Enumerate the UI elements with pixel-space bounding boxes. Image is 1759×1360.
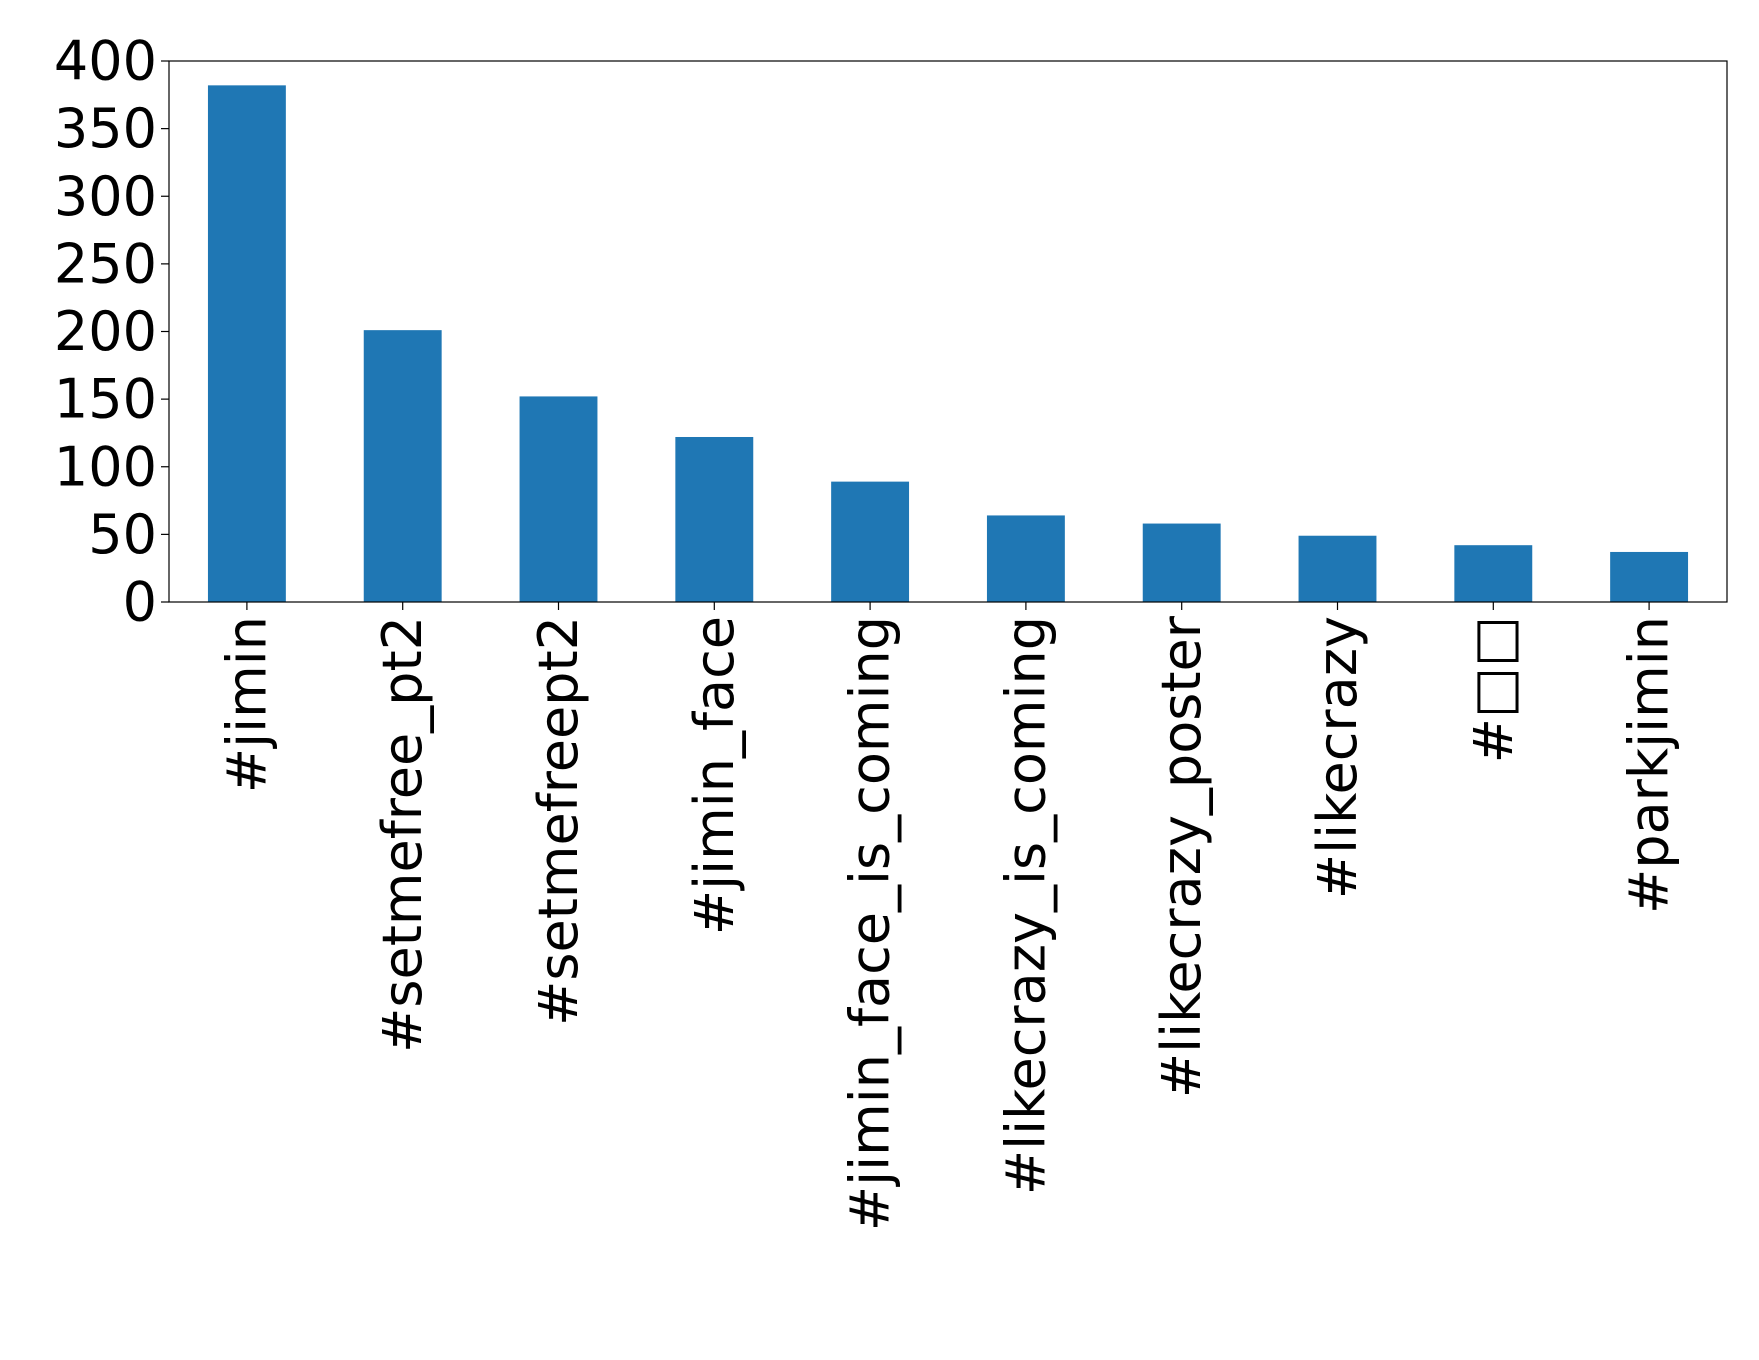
y-tick-label: 250 xyxy=(54,232,157,295)
x-tick-label: #parkjimin xyxy=(1618,616,1681,914)
bar xyxy=(1610,551,1689,602)
bar xyxy=(1298,535,1377,602)
bar xyxy=(1142,523,1221,602)
x-tick-label: #likecrazy xyxy=(1306,616,1369,899)
x-tick-label: #likecrazy_is_coming xyxy=(994,616,1057,1195)
y-tick-label: 400 xyxy=(54,30,157,93)
y-tick-label: 200 xyxy=(54,300,157,363)
x-tick-label: #setmefreept2 xyxy=(527,616,590,1026)
bar xyxy=(519,396,598,602)
x-tick-label: #□□ xyxy=(1462,616,1525,763)
bar xyxy=(1454,545,1533,602)
y-tick-label: 50 xyxy=(88,503,157,566)
plot-frame xyxy=(168,60,1728,603)
y-tick-label: 100 xyxy=(54,435,157,498)
bar xyxy=(207,85,286,603)
bar xyxy=(986,515,1065,602)
x-tick-label: #jimin_face xyxy=(683,616,746,935)
bar xyxy=(675,436,754,602)
y-tick-label: 0 xyxy=(123,571,157,634)
x-tick-label: #jimin xyxy=(215,616,278,793)
x-tick-label: #likecrazy_poster xyxy=(1150,615,1213,1098)
y-tick-label: 350 xyxy=(54,97,157,160)
y-tick-label: 300 xyxy=(54,165,157,228)
x-tick-label: #setmefree_pt2 xyxy=(371,616,434,1053)
x-tick-label: #jimin_face_is_coming xyxy=(839,616,902,1231)
y-tick-label: 150 xyxy=(54,368,157,431)
bar xyxy=(831,481,910,602)
bar xyxy=(363,330,442,602)
